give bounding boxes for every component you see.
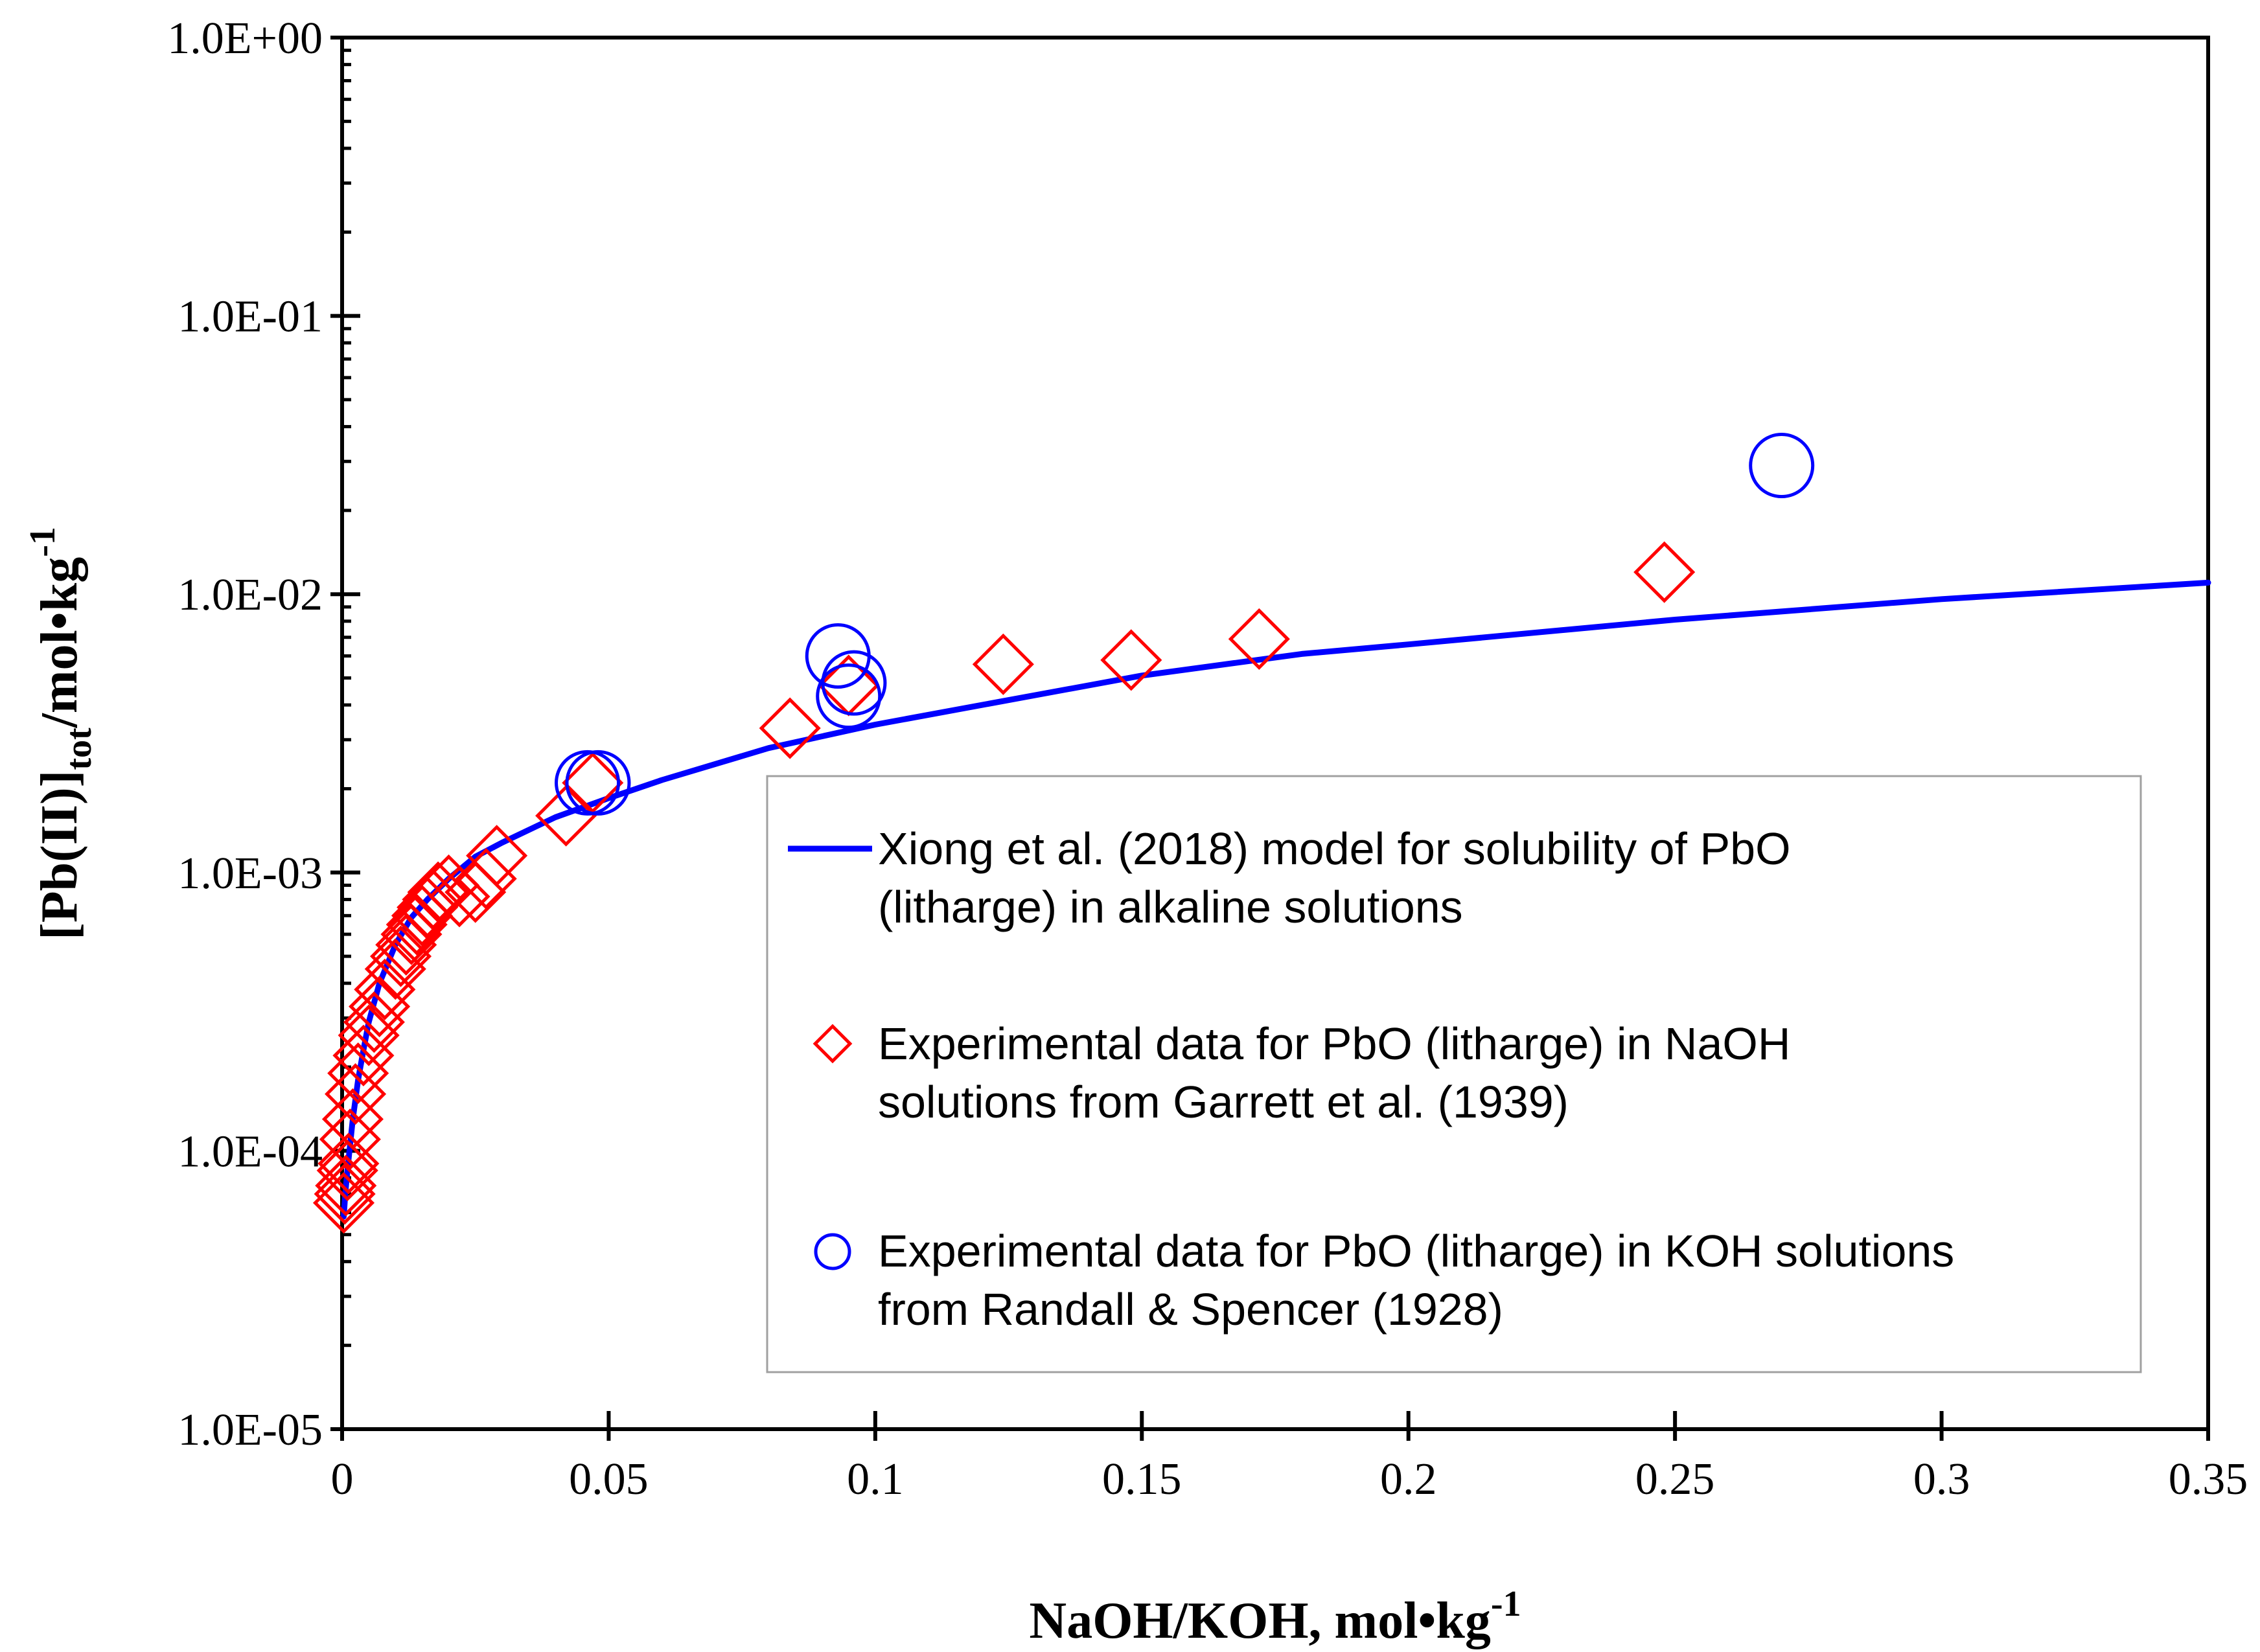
y-ticks: 1.0E-05 1.0E-04 1.0E-03 1.0E-02 1.0E-01 1.0E+… (167, 14, 360, 1455)
naoh-data-point (1228, 608, 1290, 670)
y-axis-title-main: [Pb(II)] (31, 770, 88, 940)
x-tick-label: 0.15 (1102, 1454, 1182, 1504)
x-tick-label: 0.35 (2169, 1454, 2248, 1504)
x-tick-label: 0.25 (1635, 1454, 1715, 1504)
naoh-data-point (428, 866, 490, 928)
koh-data-point (1749, 433, 1815, 499)
y-tick-label: 1.0E+00 (167, 14, 323, 63)
x-tick-label: 0.1 (847, 1454, 904, 1504)
legend-naoh-line-1: Experimental data for PbO (litharge) in … (878, 1018, 1790, 1069)
naoh-data-point (397, 876, 459, 939)
naoh-data-point (386, 893, 448, 956)
y-tick-label: 1.0E-01 (178, 292, 323, 342)
naoh-data-point (466, 825, 528, 887)
naoh-data-point (349, 976, 411, 1038)
y-tick-label: 1.0E-02 (178, 570, 323, 620)
naoh-data-point (327, 1042, 389, 1105)
legend-koh-line-2: from Randall & Spencer (1928) (878, 1284, 1503, 1335)
x-tick-label: 0.2 (1380, 1454, 1437, 1504)
naoh-data-point (332, 1024, 395, 1086)
koh-data-point (816, 663, 882, 729)
x-tick-label: 0.3 (1913, 1454, 1970, 1504)
naoh-data-point (535, 785, 597, 847)
y-axis-title-subscript: tot (59, 728, 99, 770)
x-axis-title: NaOH/KOH, mol•kg-1 (1029, 1584, 1521, 1649)
y-tick-label: 1.0E-05 (178, 1405, 323, 1455)
naoh-data-point (1633, 541, 1696, 603)
koh-data-point (821, 650, 887, 716)
x-tick-label: 0 (331, 1454, 354, 1504)
series-koh-circles (555, 433, 1815, 816)
legend-koh-swatch (814, 1233, 851, 1270)
naoh-data-point (321, 1088, 384, 1150)
model-curve (341, 579, 2211, 1220)
legend-naoh-line-2: solutions from Garrett et al. (1939) (878, 1077, 1569, 1127)
y-tick-label: 1.0E-03 (178, 849, 323, 899)
koh-data-point (565, 750, 631, 816)
naoh-data-point (759, 697, 821, 759)
naoh-data-point (316, 1140, 378, 1202)
legend-koh-line-1: Experimental data for PbO (litharge) in … (878, 1226, 1954, 1276)
legend-box (766, 775, 2142, 1373)
koh-data-point (555, 750, 621, 816)
legend-model-line-2: (litharge) in alkaline solutions (878, 882, 1463, 932)
naoh-data-point (317, 1132, 380, 1195)
naoh-data-point (972, 633, 1034, 695)
series-naoh-diamonds (312, 541, 1696, 1234)
legend-naoh-swatch (813, 1024, 853, 1064)
legend-model-line-1: Xiong et al. (2018) model for solubility… (878, 823, 1791, 874)
y-axis-title: [Pb(II)]tot/mol•kg-1 (23, 527, 99, 940)
x-axis-title-superscript: -1 (1491, 1584, 1521, 1624)
y-axis-title-superscript: -1 (23, 527, 63, 557)
x-ticks: 0 0.05 0.1 0.15 0.2 0.25 0.3 0.35 (331, 1411, 2248, 1504)
x-tick-label: 0.05 (569, 1454, 649, 1504)
naoh-data-point (1100, 629, 1162, 691)
naoh-data-point (562, 751, 624, 814)
legend: Xiong et al. (2018) model for solubility… (766, 775, 2142, 1373)
naoh-data-point (455, 847, 517, 910)
series-model-line (341, 579, 2211, 1220)
y-axis-title-tail: /mol•kg (31, 557, 88, 729)
plot-area (340, 36, 2210, 1431)
x-axis-title-main: NaOH/KOH, mol•kg (1029, 1592, 1491, 1649)
y-tick-label: 1.0E-04 (178, 1127, 323, 1176)
